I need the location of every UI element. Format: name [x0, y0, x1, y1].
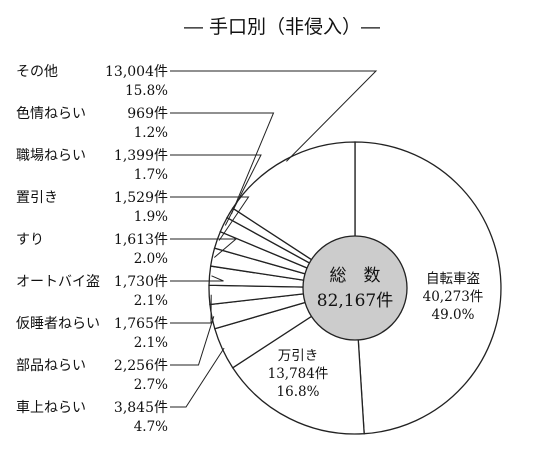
slice-label-count-仮睡者ねらい: 1,765件 — [114, 316, 168, 332]
leader-line-職場ねらい — [170, 154, 262, 226]
slice-label-name-置引き: 置引き — [16, 190, 58, 206]
leader-line-仮睡者ねらい — [170, 294, 212, 324]
slice-label-name-その他: その他 — [16, 64, 58, 80]
slice-labels: 自転車盗 40,273件 49.0% 万引き 13,784件 16.8% 車上ねらい 3,84… — [16, 64, 483, 435]
chart-title: ― 手口別（非侵入）― — [184, 16, 380, 38]
leader-line-置引き — [170, 196, 250, 241]
slice-label-percent-仮睡者ねらい: 2.1% — [134, 335, 168, 351]
slice-label-name-車上ねらい: 車上ねらい — [16, 399, 86, 416]
slice-label-name-部品ねらい: 部品ねらい — [16, 358, 86, 374]
slice-label-count-置引き: 1,529件 — [114, 190, 168, 206]
slice-label-count-万引き: 13,784件 — [268, 366, 329, 382]
slice-label-count-職場ねらい: 1,399件 — [114, 148, 168, 164]
leader-line-その他 — [170, 70, 378, 162]
slice-label-name-すり: すり — [16, 232, 44, 248]
slice-label-count-すり: 1,613件 — [114, 232, 168, 248]
slice-label-name-色情ねらい: 色情ねらい — [16, 105, 86, 122]
slice-label-count-自転車盗: 40,273件 — [423, 289, 484, 305]
slice-label-percent-オートバイ盗: 2.1% — [134, 293, 168, 309]
slice-label-percent-その他: 15.8% — [125, 83, 168, 99]
leader-lines — [170, 70, 378, 408]
leader-line-車上ねらい — [170, 347, 225, 408]
slice-label-percent-色情ねらい: 1.2% — [134, 125, 168, 141]
slice-label-count-その他: 13,004件 — [105, 64, 168, 80]
center-total: 総 数 82,167件 — [302, 235, 408, 341]
slice-label-percent-職場ねらい: 1.7% — [134, 167, 168, 183]
slice-label-name-職場ねらい: 職場ねらい — [16, 148, 86, 164]
center-heading: 総 数 — [330, 266, 381, 286]
slice-label-count-色情ねらい: 969件 — [127, 106, 168, 122]
slice-label-name-仮睡者ねらい: 仮睡者ねらい — [16, 316, 100, 332]
slice-label-percent-万引き: 16.8% — [277, 384, 320, 400]
center-total-value: 82,167件 — [317, 291, 393, 311]
slice-label-name-自転車盗: 自転車盗 — [426, 271, 480, 287]
center-circle — [302, 235, 408, 341]
slice-label-count-車上ねらい: 3,845件 — [114, 400, 168, 416]
slice-label-percent-自転車盗: 49.0% — [432, 307, 475, 323]
pie-slice-自転車盗 — [354, 141, 502, 435]
leader-line-色情ねらい — [170, 112, 275, 215]
slice-label-percent-車上ねらい: 4.7% — [134, 419, 168, 435]
slice-label-percent-部品ねらい: 2.7% — [134, 377, 168, 393]
slice-label-percent-すり: 2.0% — [134, 251, 168, 267]
slice-label-percent-置引き: 1.9% — [134, 209, 168, 225]
slice-label-count-部品ねらい: 2,256件 — [114, 358, 168, 374]
leader-line-オートバイ盗 — [170, 275, 224, 282]
slice-label-name-万引き: 万引き — [278, 348, 319, 364]
leader-line-すり — [170, 238, 238, 258]
leader-line-部品ねらい — [170, 316, 215, 366]
slice-label-name-オートバイ盗: オートバイ盗 — [16, 274, 100, 290]
slice-label-count-オートバイ盗: 1,730件 — [114, 274, 168, 290]
